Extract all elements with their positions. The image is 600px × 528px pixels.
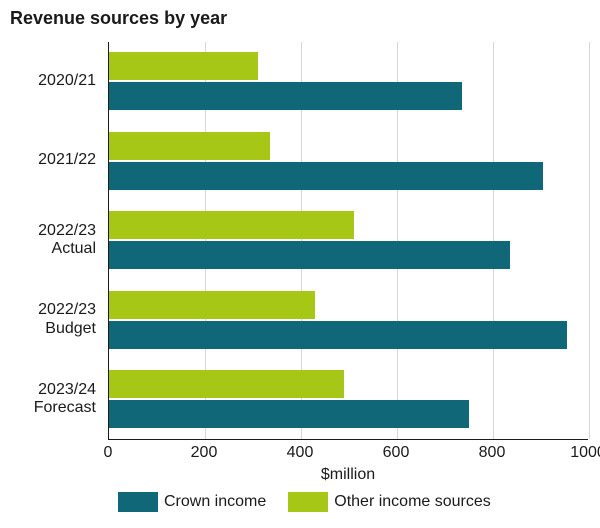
- x-tick-label: 0: [104, 444, 113, 462]
- x-axis-label: $million: [321, 466, 375, 484]
- category-label: 2022/23 Actual: [0, 222, 96, 259]
- legend-swatch-crown: [118, 492, 158, 512]
- bar-group: [109, 291, 588, 349]
- bar-other: [109, 370, 344, 398]
- legend-label-crown: Crown income: [164, 493, 266, 511]
- legend-item-other: Other income sources: [288, 492, 491, 512]
- revenue-chart: Revenue sources by year 2020/21 2021/22 20…: [0, 0, 600, 528]
- x-tick-label: 600: [383, 444, 410, 462]
- category-label: 2021/22: [0, 151, 96, 169]
- bar-other: [109, 52, 258, 80]
- bar-crown: [109, 400, 469, 428]
- bar-crown: [109, 82, 462, 110]
- legend: Crown income Other income sources: [118, 492, 491, 512]
- bar-other: [109, 291, 315, 319]
- x-tick-label: 200: [191, 444, 218, 462]
- bar-group: [109, 211, 588, 269]
- legend-item-crown: Crown income: [118, 492, 266, 512]
- legend-label-other: Other income sources: [334, 493, 491, 511]
- bar-crown: [109, 241, 510, 269]
- x-tick-label: 1000: [570, 444, 600, 462]
- grid-line: [589, 42, 590, 439]
- bar-group: [109, 52, 588, 110]
- chart-title: Revenue sources by year: [10, 8, 227, 29]
- legend-swatch-other: [288, 492, 328, 512]
- category-label: 2020/21: [0, 72, 96, 90]
- bar-crown: [109, 162, 543, 190]
- bar-group: [109, 370, 588, 428]
- x-tick-label: 800: [479, 444, 506, 462]
- bar-crown: [109, 321, 567, 349]
- bar-other: [109, 132, 270, 160]
- bar-other: [109, 211, 354, 239]
- category-label: 2022/23 Budget: [0, 301, 96, 338]
- plot-area: [108, 42, 588, 440]
- x-tick-label: 400: [287, 444, 314, 462]
- category-label: 2023/24 Forecast: [0, 381, 96, 418]
- bar-group: [109, 132, 588, 190]
